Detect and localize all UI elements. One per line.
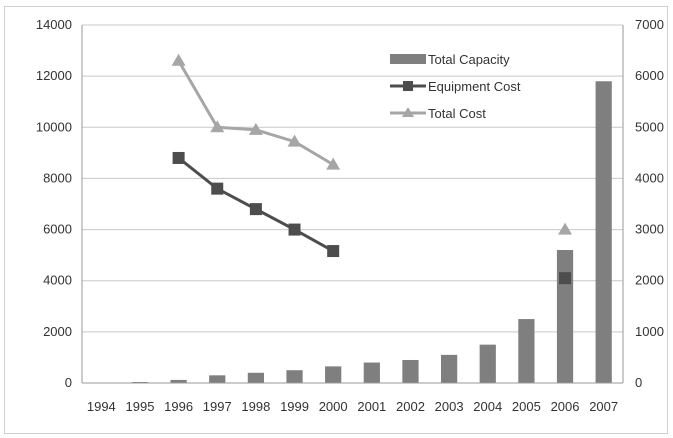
y-right-tick-label: 6000 xyxy=(635,68,664,83)
bar-total-capacity xyxy=(595,81,612,383)
y-left-tick-label: 2000 xyxy=(43,324,72,339)
legend-marker-equipment-cost xyxy=(403,81,413,91)
bar-total-capacity xyxy=(209,375,226,383)
x-tick-label: 2003 xyxy=(435,399,464,414)
y-right-tick-label: 1000 xyxy=(635,324,664,339)
x-tick-label: 1998 xyxy=(241,399,270,414)
x-tick-label: 2000 xyxy=(319,399,348,414)
y-left-tick-label: 0 xyxy=(65,375,72,390)
y-right-tick-label: 0 xyxy=(635,375,642,390)
y-left-tick-label: 6000 xyxy=(43,222,72,237)
x-tick-label: 1995 xyxy=(126,399,155,414)
marker-equipment-cost xyxy=(249,203,262,216)
y-left-tick-label: 8000 xyxy=(43,170,72,185)
bar-total-capacity xyxy=(170,379,187,383)
marker-total-cost xyxy=(248,122,263,135)
bar-total-capacity xyxy=(479,344,496,383)
x-tick-label: 2005 xyxy=(512,399,541,414)
y-left-tick-label: 4000 xyxy=(43,273,72,288)
x-tick-label: 1994 xyxy=(87,399,116,414)
y-right-tick-label: 5000 xyxy=(635,119,664,134)
axes: 0 2000 4000 6000 8000 10000 12000 14000 0 1000 200… xyxy=(36,17,664,414)
y-right-tick-label: 4000 xyxy=(635,170,664,185)
y-right-tick-label: 7000 xyxy=(635,17,664,32)
marker-total-cost xyxy=(171,53,186,66)
series-lines xyxy=(171,53,573,285)
marker-equipment-cost xyxy=(211,182,224,195)
bar-total-capacity xyxy=(556,250,574,383)
x-tick-label: 2001 xyxy=(357,399,386,414)
legend-marker-total-cost xyxy=(402,107,414,117)
bar-total-capacity xyxy=(440,354,458,383)
marker-total-cost xyxy=(326,157,341,170)
marker-total-cost xyxy=(558,222,573,235)
legend-label-total-capacity: Total Capacity xyxy=(428,52,510,67)
bar-total-capacity xyxy=(363,362,380,383)
marker-equipment-cost xyxy=(327,245,340,258)
legend: Total Capacity Equipment Cost Total Cost xyxy=(390,52,521,121)
bar-total-capacity xyxy=(131,381,149,383)
marker-equipment-cost xyxy=(559,272,572,285)
bar-total-capacity xyxy=(325,366,342,383)
marker-total-cost xyxy=(287,134,302,147)
x-tick-label: 2002 xyxy=(396,399,425,414)
bar-total-capacity xyxy=(286,370,303,383)
x-tick-label: 1996 xyxy=(164,399,193,414)
gridlines xyxy=(82,24,623,384)
chart-frame xyxy=(4,6,668,434)
y-left-tick-label: 10000 xyxy=(36,119,72,134)
y-right-tick-label: 3000 xyxy=(635,222,664,237)
legend-label-equipment-cost: Equipment Cost xyxy=(428,79,521,94)
bar-total-capacity xyxy=(402,359,419,383)
y-left-tick-label: 14000 xyxy=(36,17,72,32)
marker-equipment-cost xyxy=(172,151,185,164)
x-tick-label: 1997 xyxy=(203,399,232,414)
legend-swatch-total-capacity xyxy=(390,54,426,64)
x-tick-label: 2007 xyxy=(589,399,618,414)
marker-equipment-cost xyxy=(288,223,301,236)
x-tick-label: 2004 xyxy=(473,399,502,414)
y-right-tick-label: 2000 xyxy=(635,273,664,288)
bar-total-capacity xyxy=(247,372,265,383)
bar-total-capacity xyxy=(518,319,535,383)
marker-total-cost xyxy=(210,120,225,133)
x-tick-label: 1999 xyxy=(280,399,309,414)
legend-label-total-cost: Total Cost xyxy=(428,106,486,121)
bars-total-capacity xyxy=(93,81,612,383)
y-left-tick-label: 12000 xyxy=(36,68,72,83)
x-tick-label: 2006 xyxy=(551,399,580,414)
